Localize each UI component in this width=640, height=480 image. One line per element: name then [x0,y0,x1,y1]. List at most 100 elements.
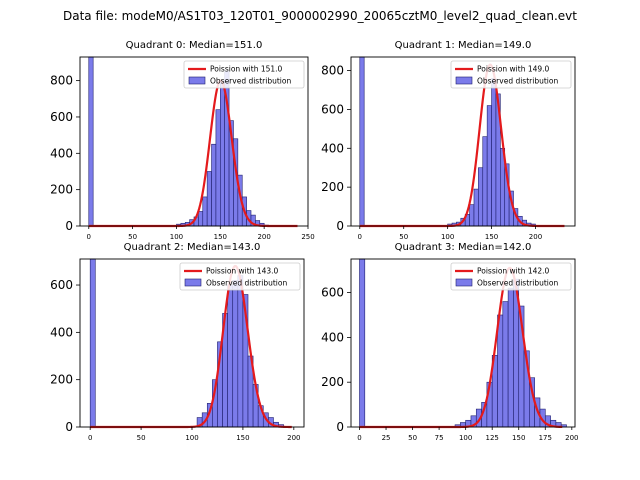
legend: Poission with 142.0 Observed distribution [450,262,572,291]
axes-frame [79,56,309,227]
legend-poisson-label: Poission with 149.0 [477,65,550,74]
histogram-bar [491,78,497,227]
histogram-bar [486,105,492,227]
x-tick-label: 125 [486,434,499,442]
histogram-bar [237,275,244,428]
legend-bar-swatch [188,76,206,85]
legend-observed-label: Observed distribution [477,77,558,86]
x-tick-label: 150 [512,434,525,442]
x-tick-label: 100 [441,233,454,241]
panel-title: Quadrant 2: Median=143.0 [124,242,261,253]
histogram-bar [482,136,488,227]
histogram-bar [497,314,504,428]
x-tick-label: 0 [88,434,92,442]
panel-quadrant-3: Quadrant 3: Median=142.0 0 200 400 600 0 25 50 7… [321,242,578,442]
x-tick-label: 50 [399,233,408,241]
x-tick-label: 100 [459,434,472,442]
legend-box [450,60,572,89]
y-tick-label: 0 [336,420,344,434]
x-tick-label: 100 [170,233,183,241]
y-tick-label: 200 [50,183,73,197]
y-tick-label: 800 [321,64,344,78]
y-tick-label: 200 [321,180,344,194]
legend-box [183,60,305,89]
legend-observed-label: Observed distribution [477,279,558,288]
histogram-bar [198,211,204,227]
panel-title: Quadrant 3: Median=142.0 [395,242,532,253]
panel-quadrant-2: Quadrant 2: Median=143.0 0 200 400 600 0 50 100… [50,242,305,442]
x-tick-label: 200 [257,233,270,241]
histogram-bar [202,196,208,227]
legend-box [450,262,572,291]
x-tick-label: 150 [485,233,498,241]
axes-frame [350,56,576,227]
x-tick-label: 25 [382,434,391,442]
y-tick-label: 400 [321,141,344,155]
histogram-bar [232,279,239,428]
y-tick-label: 0 [65,420,73,434]
histogram-bar [88,56,94,227]
x-tick-label: 200 [565,434,578,442]
histogram-bar [502,301,509,428]
histogram-bar [89,258,96,428]
x-tick-label: 200 [287,434,300,442]
legend: Poission with 151.0 Observed distribution [183,60,305,89]
histogram-bar [507,287,514,428]
histogram-bar [215,109,221,227]
y-tick-label: 600 [321,286,344,300]
poisson-curve [359,63,565,228]
figure-title: Data file: modeM0/AS1T03_120T01_90000029… [63,9,577,23]
legend-poisson-label: Poission with 142.0 [477,267,550,276]
legend-bar-swatch [455,278,473,287]
y-tick-label: 600 [321,102,344,116]
histogram-bar [227,284,234,428]
histogram-bar [211,143,217,227]
x-tick-label: 0 [357,434,361,442]
histogram-bar [469,204,475,227]
legend-observed-label: Observed distribution [210,77,291,86]
y-tick-label: 0 [65,219,73,233]
y-tick-label: 200 [50,373,73,387]
legend-poisson-label: Poission with 151.0 [210,65,283,74]
x-tick-label: 150 [214,233,227,241]
legend-bar-swatch [184,278,202,287]
panel-quadrant-0: Quadrant 0: Median=151.0 0 200 400 600 800 0 50… [50,40,315,241]
y-tick-label: 200 [321,375,344,389]
x-tick-label: 50 [128,233,137,241]
histogram-bar [359,56,365,227]
x-tick-label: 175 [539,434,552,442]
panels: Quadrant 0: Median=151.0 0 200 400 600 800 0 50… [50,40,578,442]
histogram-bar [473,188,479,227]
y-tick-label: 400 [50,146,73,160]
histogram-bar [206,171,212,227]
legend: Poission with 143.0 Observed distribution [179,262,301,291]
x-tick-label: 250 [301,233,314,241]
legend-poisson-label: Poission with 143.0 [206,267,279,276]
legend: Poission with 149.0 Observed distribution [450,60,572,89]
axes-frame [350,258,576,428]
y-tick-label: 400 [321,330,344,344]
legend-bar-swatch [455,76,473,85]
histogram-bar [359,258,366,428]
x-tick-label: 50 [408,434,417,442]
x-tick-label: 150 [236,434,249,442]
y-tick-label: 0 [336,219,344,233]
x-tick-label: 100 [185,434,198,442]
poisson-curve [88,79,298,228]
panel-title: Quadrant 0: Median=151.0 [126,40,263,51]
x-tick-label: 0 [358,233,362,241]
y-tick-label: 400 [50,325,73,339]
histogram-bar [478,167,484,227]
y-tick-label: 600 [50,110,73,124]
legend-observed-label: Observed distribution [206,279,287,288]
x-tick-label: 50 [137,434,146,442]
panel-title: Quadrant 1: Median=149.0 [395,40,532,51]
panel-quadrant-1: Quadrant 1: Median=149.0 0 200 400 600 800 0 50… [321,40,576,241]
y-tick-label: 600 [50,278,73,292]
x-tick-label: 75 [435,434,444,442]
x-tick-label: 0 [87,233,91,241]
y-tick-label: 800 [50,74,73,88]
histogram-bar [220,80,225,227]
legend-box [179,262,301,291]
